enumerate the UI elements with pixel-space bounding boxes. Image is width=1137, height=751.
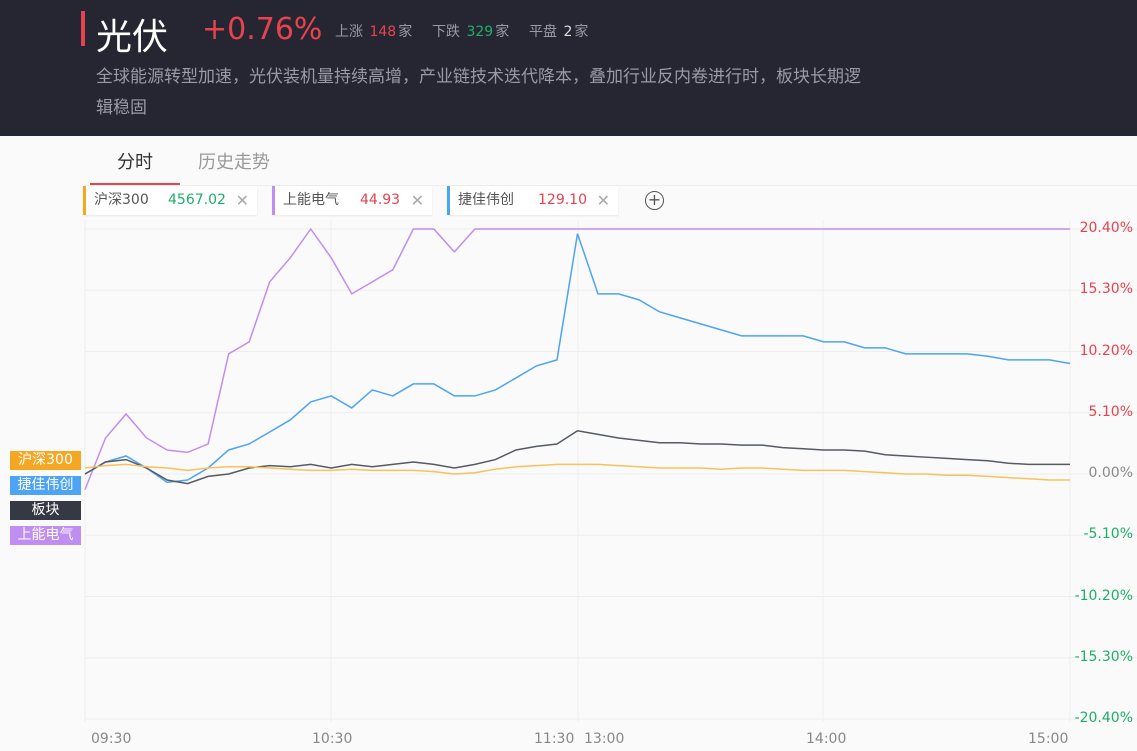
- tab-intraday[interactable]: 分时: [90, 148, 180, 186]
- tag-hs300: 沪深300: [10, 451, 81, 470]
- y-tick: -5.10%: [1083, 526, 1133, 543]
- y-tick: 0.00%: [1088, 465, 1133, 481]
- chip-value: 4567.02: [168, 192, 226, 208]
- y-tick: -15.30%: [1074, 648, 1133, 665]
- sector-change: +0.76%: [202, 12, 323, 47]
- sector-title: 光伏: [96, 17, 169, 58]
- series-line-板块: [84, 429, 1070, 485]
- accent-bar: [81, 11, 85, 46]
- y-tick: 15.30%: [1079, 281, 1133, 298]
- x-tick: 13:00: [584, 731, 625, 747]
- x-tick: 14:00: [806, 731, 847, 747]
- x-tick: 15:00: [1028, 731, 1069, 747]
- unit: 家: [398, 24, 413, 40]
- add-compare-icon[interactable]: +: [645, 191, 664, 210]
- chip-value: 44.93: [360, 192, 401, 208]
- chip-value: 129.10: [538, 192, 587, 208]
- chip-name: 捷佳伟创: [458, 192, 514, 208]
- y-tick: 5.10%: [1088, 403, 1133, 420]
- divider: [84, 185, 1137, 186]
- down-count: 329: [466, 24, 494, 40]
- chip-hs300[interactable]: 沪深300 4567.02 ✕: [83, 186, 257, 215]
- x-tick: 11:30: [534, 731, 575, 747]
- flat-count: 2: [563, 24, 573, 40]
- y-tick: 20.40%: [1079, 220, 1133, 236]
- series-line-上能电气: [84, 227, 1070, 490]
- close-icon[interactable]: ✕: [410, 191, 424, 210]
- unit: 家: [574, 24, 589, 40]
- series-line-沪深300: [84, 463, 1070, 481]
- series-line-捷佳伟创: [84, 233, 1071, 484]
- up-label: 上涨: [335, 24, 363, 40]
- up-count: 148: [369, 24, 397, 40]
- chip-name: 上能电气: [283, 192, 339, 208]
- x-tick: 09:30: [91, 731, 132, 747]
- y-tick: 10.20%: [1079, 342, 1133, 359]
- y-tick: -20.40%: [1074, 710, 1133, 726]
- flat-label: 平盘: [529, 24, 557, 40]
- tag-jiejia: 捷佳伟创: [10, 476, 81, 495]
- chip-name: 沪深300: [94, 192, 149, 208]
- tag-sector: 板块: [10, 501, 81, 520]
- chip-sungrow[interactable]: 上能电气 44.93 ✕: [272, 186, 432, 215]
- tag-sungrow: 上能电气: [10, 526, 81, 545]
- unit: 家: [495, 24, 510, 40]
- y-tick: -10.20%: [1074, 587, 1133, 604]
- chip-jiejia[interactable]: 捷佳伟创 129.10 ✕: [447, 186, 618, 215]
- down-label: 下跌: [432, 24, 460, 40]
- tab-history[interactable]: 历史走势: [198, 152, 270, 173]
- x-tick: 10:30: [312, 731, 353, 747]
- close-icon[interactable]: ✕: [596, 191, 610, 210]
- close-icon[interactable]: ✕: [235, 191, 249, 210]
- sector-description: 全球能源转型加速，光伏装机量持续高增，产业链技术迭代降本，叠加行业反内卷进行时，…: [96, 67, 861, 118]
